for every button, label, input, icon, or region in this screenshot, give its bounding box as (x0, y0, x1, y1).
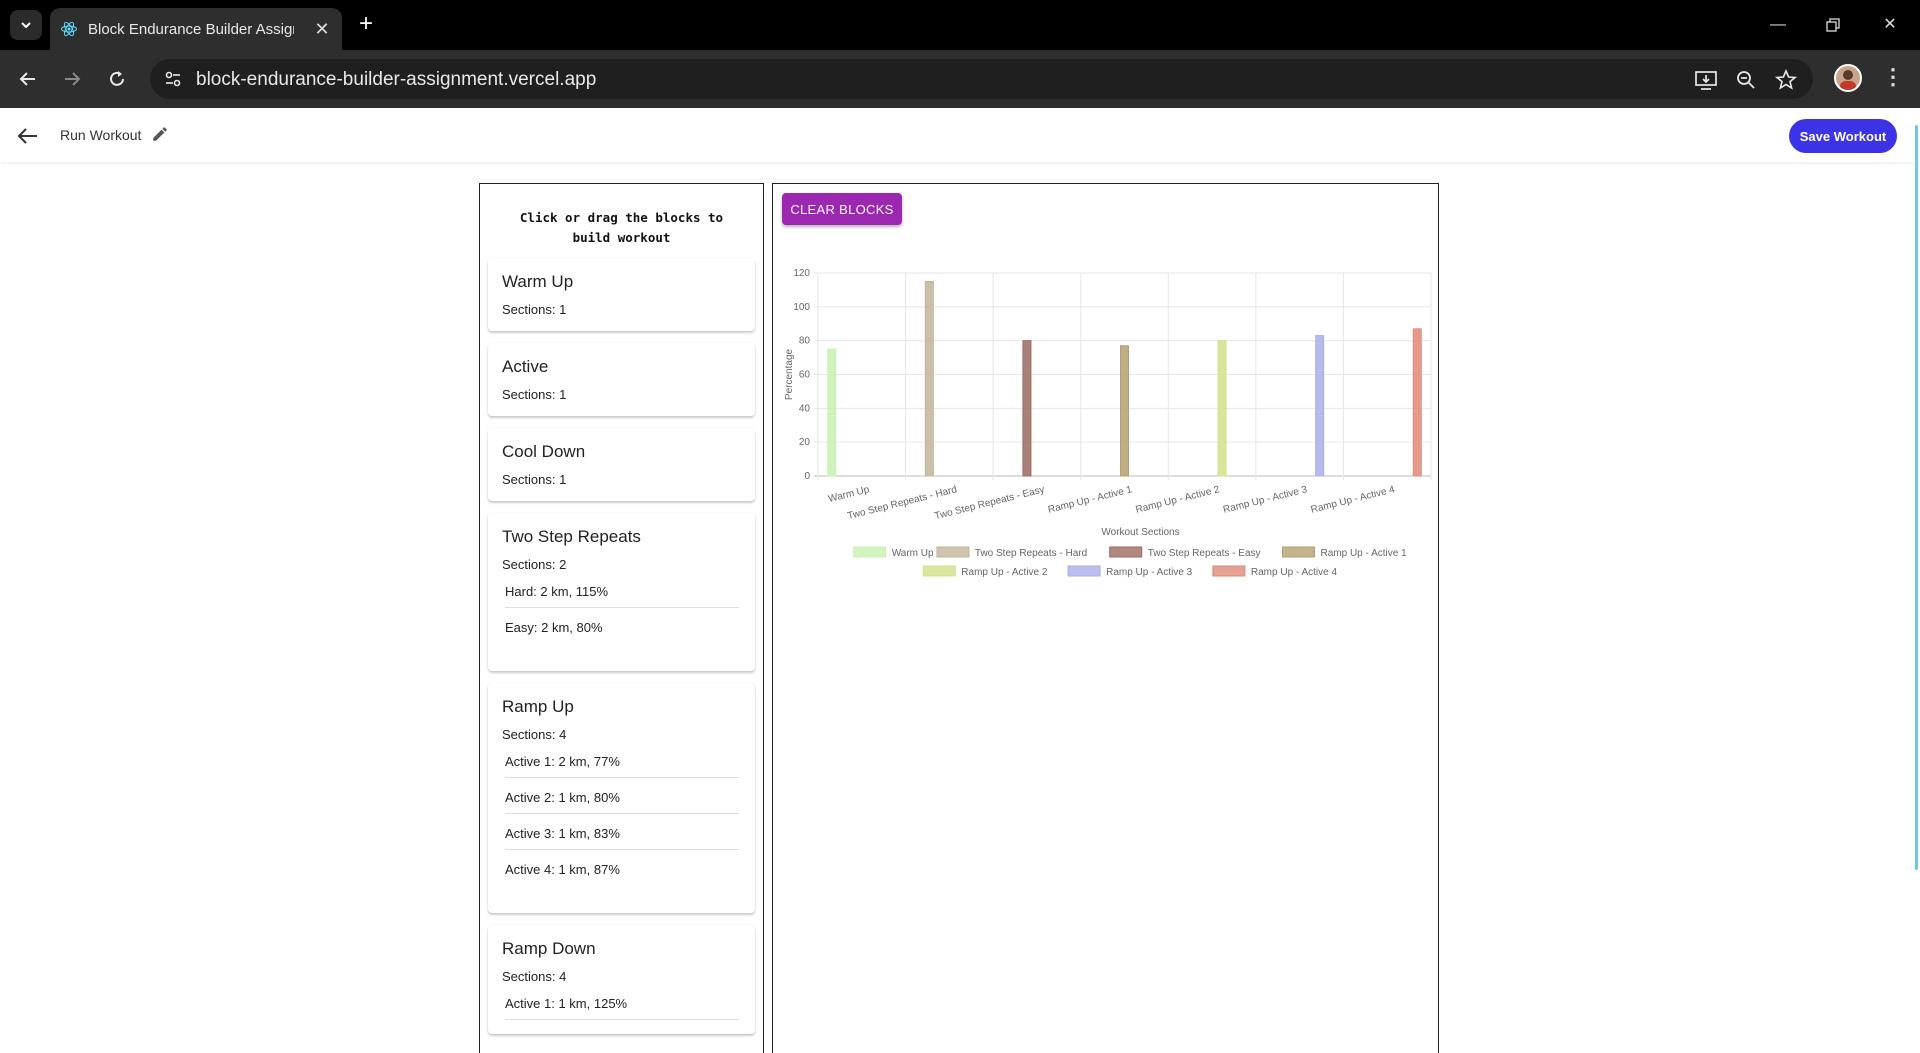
blocks-panel-heading: Click or drag the blocks to build workou… (519, 210, 724, 245)
legend-swatch (1282, 546, 1315, 558)
block-card-active[interactable]: Active Sections: 1 (488, 343, 755, 416)
install-app-icon[interactable] (1694, 68, 1718, 92)
bar-ramp-up-active-3 (1315, 335, 1325, 477)
block-name: Warm Up (502, 272, 574, 291)
profile-avatar[interactable] (1834, 64, 1862, 92)
legend-label: Two Step Repeats - Hard (975, 548, 1087, 559)
legend-swatch (1212, 565, 1246, 577)
legend-label: Ramp Up - Active 4 (1251, 567, 1338, 578)
app-header: Run Workout Save Workout (0, 108, 1920, 162)
legend-label: Ramp Up - Active 3 (1106, 567, 1193, 578)
legend-swatch (1109, 546, 1143, 558)
legend-swatch (922, 565, 956, 577)
chevron-down-icon (21, 22, 31, 29)
close-tab-icon[interactable]: ✕ (314, 18, 330, 39)
y-tick-label: 20 (799, 437, 811, 448)
minimize-icon[interactable]: — (1770, 16, 1786, 33)
site-settings-icon[interactable] (162, 68, 184, 90)
pencil-icon[interactable] (151, 125, 169, 143)
address-bar[interactable]: block-endurance-builder-assignment.verce… (150, 59, 1813, 99)
section-item: Hard: 2 km, 115% (505, 584, 739, 608)
back-arrow-icon[interactable] (16, 124, 40, 148)
x-tick-label: Ramp Up - Active 2 (1135, 484, 1222, 516)
scrollbar[interactable] (1915, 125, 1918, 870)
clear-blocks-button[interactable]: CLEAR BLOCKS (782, 193, 902, 225)
block-name: Active (502, 357, 549, 376)
legend-swatch (936, 546, 970, 558)
browser-toolbar: block-endurance-builder-assignment.verce… (0, 50, 1920, 108)
block-sections: Sections: 4 (502, 969, 567, 984)
x-tick-label: Ramp Up - Active 1 (1047, 484, 1134, 516)
legend-swatch (853, 546, 887, 558)
block-card-ramp-up[interactable]: Ramp Up Sections: 4 Active 1: 2 km, 77% … (488, 683, 755, 913)
close-window-icon[interactable]: ✕ (1883, 16, 1897, 33)
legend-label: Ramp Up - Active 2 (961, 567, 1048, 578)
new-tab-button[interactable]: + (358, 10, 373, 37)
reload-icon[interactable] (101, 63, 133, 95)
workout-chart-panel: 0 20 40 60 80 100 120 Percentage Warm Up Two Step… (772, 183, 1439, 1053)
section-item: Active 1: 1 km, 125% (505, 996, 739, 1020)
block-card-two-step-repeats[interactable]: Two Step Repeats Sections: 2 Hard: 2 km,… (488, 513, 755, 671)
block-name: Two Step Repeats (502, 527, 641, 546)
bookmark-star-icon[interactable] (1774, 68, 1798, 92)
zoom-icon[interactable] (1734, 68, 1758, 92)
block-sections: Sections: 1 (502, 387, 567, 402)
y-tick-label: 100 (793, 302, 810, 313)
y-tick-label: 120 (793, 268, 810, 279)
section-item: Active 4: 1 km, 87% (505, 862, 620, 877)
block-name: Cool Down (502, 442, 586, 461)
x-tick-label: Warm Up (827, 484, 871, 505)
tab-title: Block Endurance Builder Assignment (88, 20, 294, 38)
browser-tab-bar: Block Endurance Builder Assignment ✕ + —… (0, 0, 1920, 50)
bar-ramp-up-active-1 (1120, 345, 1129, 477)
bar-two-step-repeats-hard (924, 280, 934, 477)
section-item: Easy: 2 km, 80% (505, 620, 603, 635)
block-sections: Sections: 2 (502, 557, 567, 572)
section-item: Active 3: 1 km, 83% (505, 826, 739, 850)
legend-swatch (1067, 565, 1101, 577)
x-axis-label: Workout Sections (1101, 527, 1179, 538)
y-tick-label: 0 (804, 471, 810, 482)
browser-menu-icon[interactable]: ⋮ (1882, 64, 1904, 89)
workout-bar-chart: 0 20 40 60 80 100 120 Percentage Warm Up Two Step… (784, 268, 1432, 578)
block-sections: Sections: 1 (502, 472, 567, 487)
tab-search-button[interactable] (10, 10, 42, 40)
block-sections: Sections: 4 (502, 727, 567, 742)
page-title: Run Workout (60, 127, 142, 143)
back-nav-icon[interactable] (12, 63, 44, 95)
block-card-ramp-down[interactable]: Ramp Down Sections: 4 Active 1: 1 km, 12… (488, 925, 755, 1034)
y-tick-label: 40 (799, 403, 811, 414)
save-workout-button[interactable]: Save Workout (1789, 119, 1897, 153)
legend-label: Warm Up (892, 548, 934, 559)
x-tick-label: Ramp Up - Active 3 (1222, 484, 1309, 516)
block-name: Ramp Down (502, 939, 596, 958)
y-tick-label: 60 (799, 370, 811, 381)
section-item: Active 1: 2 km, 77% (505, 754, 739, 778)
blocks-panel: Click or drag the blocks to build workou… (479, 183, 764, 1053)
bar-two-step-repeats-easy (1022, 340, 1032, 477)
section-item: Active 2: 1 km, 80% (505, 790, 739, 814)
x-tick-label: Ramp Up - Active 4 (1310, 484, 1397, 516)
url-text: block-endurance-builder-assignment.verce… (196, 69, 597, 90)
y-tick-label: 80 (799, 336, 811, 347)
y-axis-label: Percentage (784, 348, 795, 400)
block-name: Ramp Up (502, 697, 574, 716)
bar-ramp-up-active-2 (1217, 340, 1227, 477)
bar-warm-up (827, 348, 837, 477)
legend-label: Ramp Up - Active 1 (1321, 548, 1408, 559)
browser-tab[interactable]: Block Endurance Builder Assignment ✕ (50, 8, 342, 50)
block-sections: Sections: 1 (502, 302, 567, 317)
forward-nav-icon[interactable] (56, 63, 88, 95)
restore-icon[interactable] (1813, 11, 1853, 39)
block-card-warm-up[interactable]: Warm Up Sections: 1 (488, 258, 755, 331)
bar-ramp-up-active-4 (1412, 328, 1422, 477)
legend-label: Two Step Repeats - Easy (1148, 548, 1261, 559)
react-logo-icon (61, 21, 77, 37)
block-card-cool-down[interactable]: Cool Down Sections: 1 (488, 428, 755, 501)
